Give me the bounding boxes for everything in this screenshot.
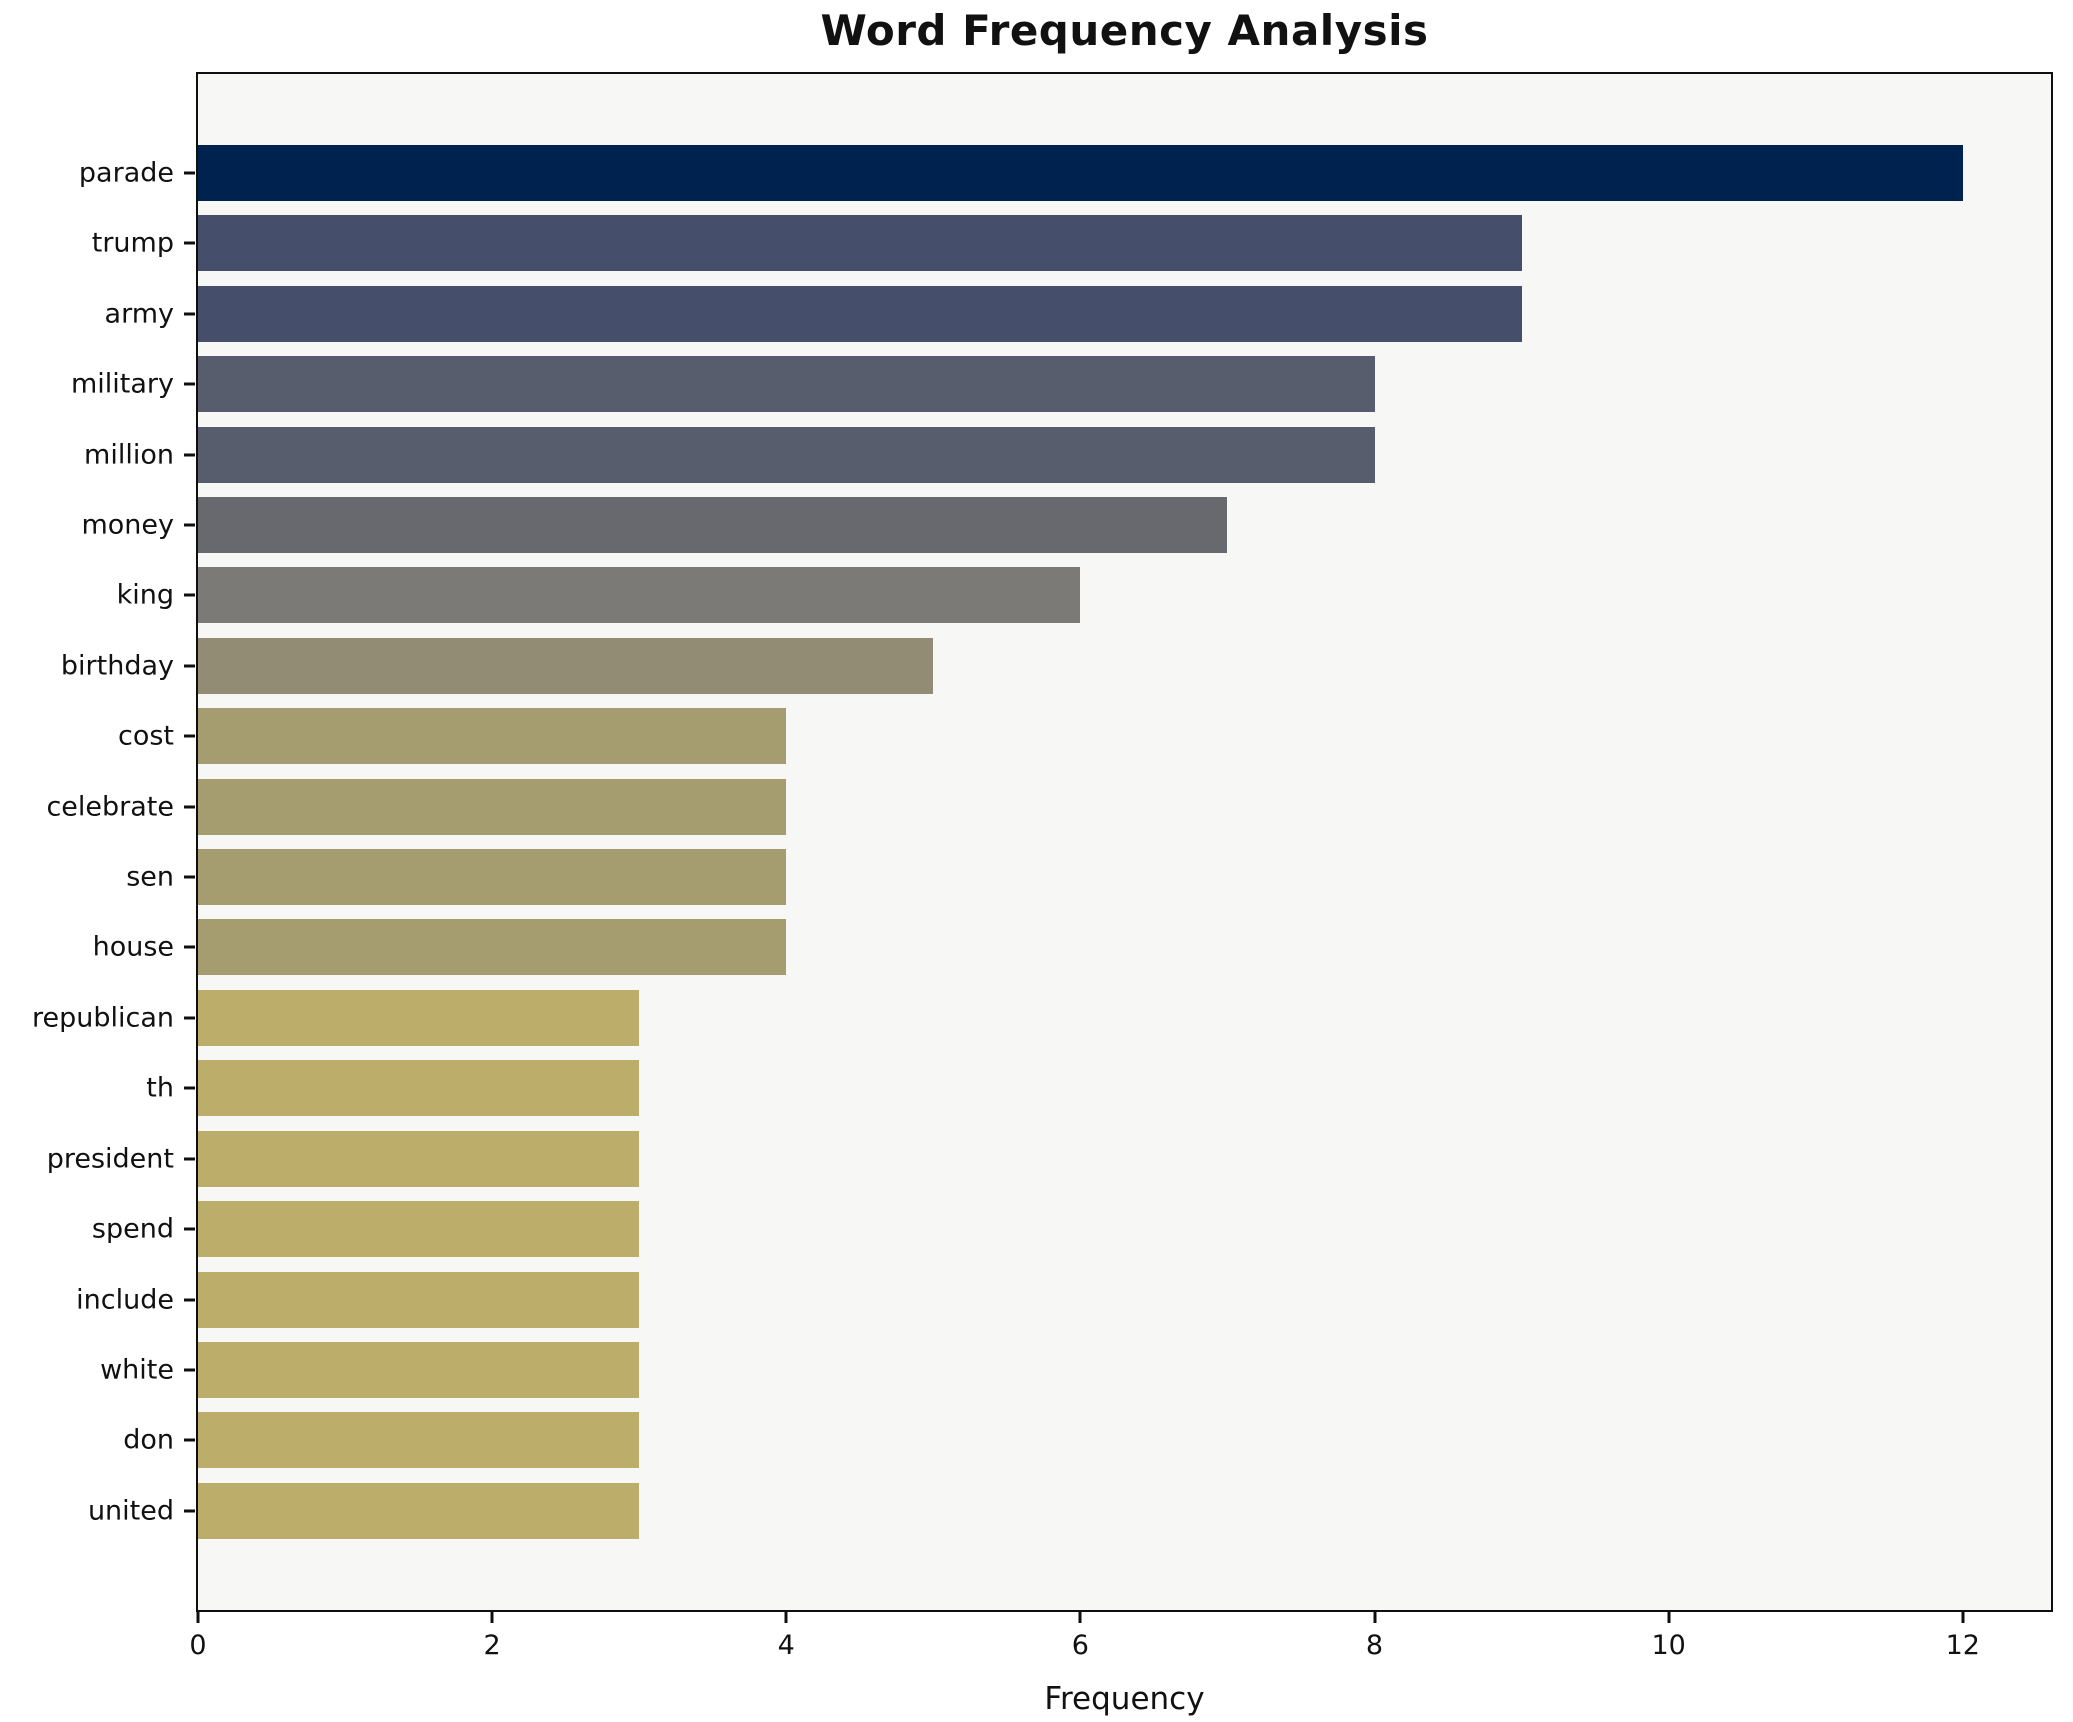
y-tick-mark bbox=[184, 523, 195, 527]
bar-row: spend bbox=[92, 1201, 2051, 1258]
bar-row: include bbox=[76, 1271, 2051, 1328]
y-tick-mark bbox=[184, 1298, 195, 1301]
bar-million bbox=[198, 426, 1375, 483]
bar-row: million bbox=[84, 426, 2051, 483]
bar-celebrate bbox=[198, 778, 787, 835]
y-tick-mark bbox=[184, 1157, 195, 1161]
bar-row: th bbox=[146, 1060, 2051, 1117]
bar-row: house bbox=[93, 919, 2051, 976]
bar-military bbox=[198, 356, 1375, 413]
bar-row: sen bbox=[126, 849, 2051, 906]
bar-trump bbox=[198, 215, 1522, 272]
x-tick-mark bbox=[784, 1612, 788, 1623]
y-tick-mark bbox=[184, 1016, 195, 1020]
bar-king bbox=[198, 567, 1081, 624]
bar-house bbox=[198, 919, 787, 976]
y-tick-label: spend bbox=[91, 1213, 174, 1245]
chart-title: Word Frequency Analysis bbox=[820, 6, 1429, 55]
x-tick-mark bbox=[196, 1612, 200, 1623]
x-tick-label: 8 bbox=[1365, 1630, 1384, 1661]
y-tick-mark bbox=[184, 312, 195, 316]
x-tick-mark bbox=[1078, 1612, 1082, 1623]
y-tick-mark bbox=[184, 945, 195, 949]
x-tick-mark bbox=[1373, 1612, 1376, 1623]
bar-army bbox=[198, 285, 1522, 342]
x-tick-label: 12 bbox=[1945, 1630, 1980, 1661]
bar-money bbox=[198, 497, 1228, 554]
x-tick-mark bbox=[1667, 1612, 1671, 1623]
bar-parade bbox=[198, 145, 1963, 201]
y-tick-mark bbox=[184, 875, 195, 879]
y-tick-label: th bbox=[146, 1072, 174, 1104]
x-tick-label: 10 bbox=[1651, 1630, 1686, 1661]
y-tick-mark bbox=[184, 382, 195, 386]
y-tick-mark bbox=[184, 1438, 195, 1442]
bar-include bbox=[198, 1271, 640, 1328]
x-tick-label: 2 bbox=[483, 1630, 501, 1661]
bar-row: white bbox=[100, 1341, 2051, 1398]
bar-row: king bbox=[117, 567, 2051, 624]
bar-row: trump bbox=[92, 215, 2051, 272]
x-tick-mark bbox=[1961, 1612, 1965, 1623]
bar-spend bbox=[198, 1201, 640, 1258]
y-tick-label: birthday bbox=[60, 650, 174, 682]
y-tick-mark bbox=[184, 453, 195, 457]
bar-th bbox=[198, 1060, 640, 1117]
y-tick-mark bbox=[184, 241, 195, 245]
bar-don bbox=[198, 1412, 640, 1469]
y-tick-label: sen bbox=[126, 861, 174, 893]
bar-row: cost bbox=[118, 708, 2051, 765]
y-tick-mark bbox=[184, 734, 195, 738]
y-tick-label: army bbox=[104, 298, 174, 330]
bar-row: president bbox=[47, 1130, 2051, 1187]
x-axis-label: Frequency bbox=[1044, 1681, 1205, 1717]
bar-white bbox=[198, 1341, 640, 1398]
bar-sen bbox=[198, 849, 787, 906]
y-tick-mark bbox=[184, 1509, 195, 1513]
x-tick-label: 4 bbox=[777, 1630, 795, 1661]
y-tick-label: white bbox=[100, 1354, 174, 1386]
bar-cost bbox=[198, 708, 787, 765]
bar-row: money bbox=[81, 497, 2051, 554]
y-tick-label: trump bbox=[91, 227, 174, 259]
y-tick-label: republican bbox=[31, 1002, 174, 1034]
bar-republican bbox=[198, 989, 640, 1046]
y-tick-mark bbox=[184, 805, 195, 809]
y-tick-label: united bbox=[87, 1495, 174, 1527]
y-tick-label: parade bbox=[78, 157, 174, 189]
y-tick-label: include bbox=[76, 1284, 174, 1315]
bar-row: military bbox=[71, 356, 2051, 413]
bar-row: celebrate bbox=[46, 778, 2051, 835]
x-tick-mark bbox=[490, 1612, 494, 1623]
bar-birthday bbox=[198, 637, 934, 694]
bar-united bbox=[198, 1482, 640, 1539]
y-tick-label: don bbox=[123, 1424, 174, 1456]
x-tick-label: 6 bbox=[1071, 1630, 1089, 1661]
y-tick-mark bbox=[184, 593, 195, 597]
bar-row: birthday bbox=[61, 637, 2051, 694]
y-tick-mark bbox=[184, 664, 195, 668]
y-tick-label: million bbox=[84, 439, 174, 471]
y-tick-label: president bbox=[46, 1143, 174, 1175]
y-tick-label: military bbox=[70, 368, 174, 400]
y-tick-label: house bbox=[92, 931, 174, 963]
bar-president bbox=[198, 1130, 640, 1187]
x-tick-label: 0 bbox=[189, 1630, 207, 1661]
bar-row: united bbox=[88, 1482, 2051, 1539]
y-tick-label: cost bbox=[117, 720, 174, 752]
bars-container: parade trump army military million money king b… bbox=[32, 74, 2051, 1610]
bar-row: republican bbox=[32, 989, 2051, 1046]
plot-area: parade trump army military million money king b… bbox=[32, 72, 2053, 1661]
y-tick-mark bbox=[184, 1227, 195, 1231]
bar-row: don bbox=[123, 1412, 2051, 1469]
bar-row: parade bbox=[79, 145, 2051, 201]
y-tick-label: money bbox=[81, 509, 174, 541]
bar-row: army bbox=[105, 285, 2051, 342]
y-tick-mark bbox=[184, 1368, 195, 1372]
y-tick-mark bbox=[184, 1086, 195, 1090]
y-tick-label: celebrate bbox=[46, 791, 174, 823]
y-tick-label: king bbox=[116, 579, 174, 611]
y-tick-mark bbox=[184, 171, 195, 175]
